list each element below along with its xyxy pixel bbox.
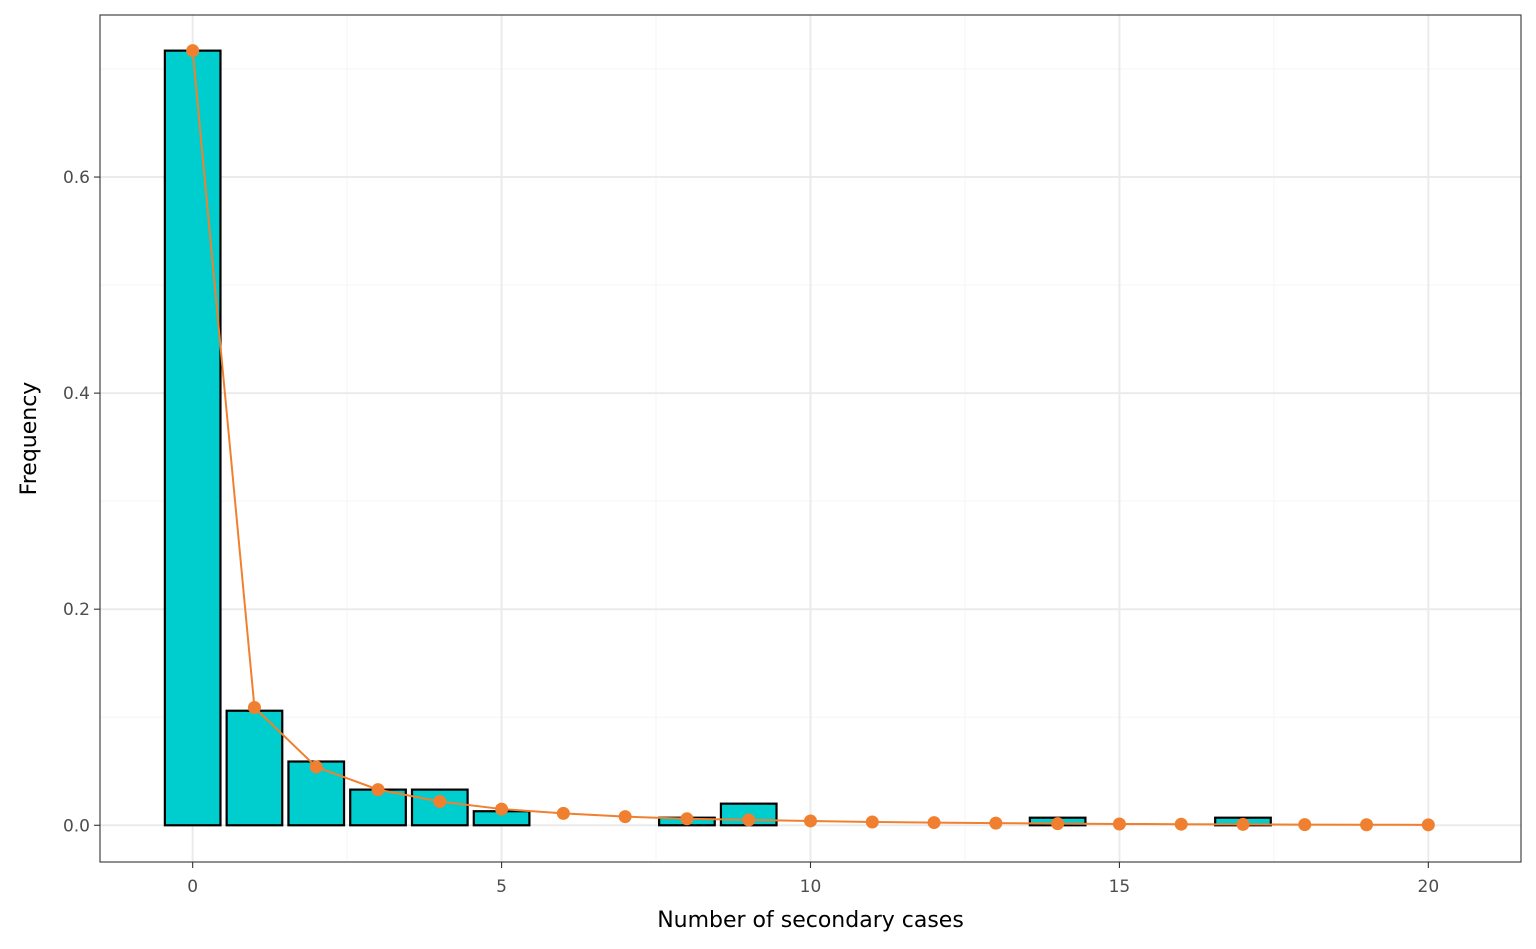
fitted-point-5 bbox=[495, 802, 509, 816]
y-tick-label: 0.2 bbox=[63, 600, 90, 620]
fitted-point-20 bbox=[1421, 818, 1435, 832]
fitted-point-3 bbox=[371, 783, 385, 797]
y-axis-title: Frequency bbox=[17, 382, 42, 496]
x-tick-label: 0 bbox=[187, 877, 198, 897]
x-axis-title: Number of secondary cases bbox=[657, 908, 964, 933]
fitted-point-16 bbox=[1174, 817, 1188, 831]
x-tick-label: 10 bbox=[800, 877, 822, 897]
fitted-point-11 bbox=[865, 815, 879, 829]
y-tick-label: 0.4 bbox=[63, 384, 90, 404]
fitted-point-7 bbox=[618, 810, 632, 824]
fitted-point-14 bbox=[1051, 817, 1065, 831]
x-tick-label: 15 bbox=[1109, 877, 1131, 897]
axis-ticks: 0 5 10 15 20 0.0 0.2 0.4 0.6 bbox=[63, 168, 1439, 897]
fitted-point-12 bbox=[927, 816, 941, 830]
fitted-point-15 bbox=[1112, 817, 1126, 831]
fitted-point-1 bbox=[247, 701, 261, 715]
bar-1 bbox=[225, 709, 284, 827]
y-tick-label: 0.6 bbox=[63, 168, 90, 188]
fitted-point-0 bbox=[186, 44, 200, 58]
fitted-point-9 bbox=[742, 813, 756, 827]
fitted-point-4 bbox=[433, 795, 447, 808]
bar-0 bbox=[163, 49, 222, 827]
fitted-line-series bbox=[186, 44, 1435, 832]
fitted-point-13 bbox=[989, 816, 1003, 830]
fitted-point-8 bbox=[680, 812, 694, 826]
x-tick-label: 20 bbox=[1418, 877, 1440, 897]
fitted-point-10 bbox=[804, 814, 817, 828]
x-tick-label: 5 bbox=[496, 877, 507, 897]
y-tick-label: 0.0 bbox=[63, 816, 90, 836]
bar-3 bbox=[349, 788, 407, 827]
fitted-point-6 bbox=[556, 806, 570, 820]
fitted-point-17 bbox=[1236, 817, 1250, 831]
fitted-point-18 bbox=[1298, 818, 1312, 832]
fitted-point-2 bbox=[309, 760, 323, 774]
fitted-point-19 bbox=[1360, 818, 1374, 832]
